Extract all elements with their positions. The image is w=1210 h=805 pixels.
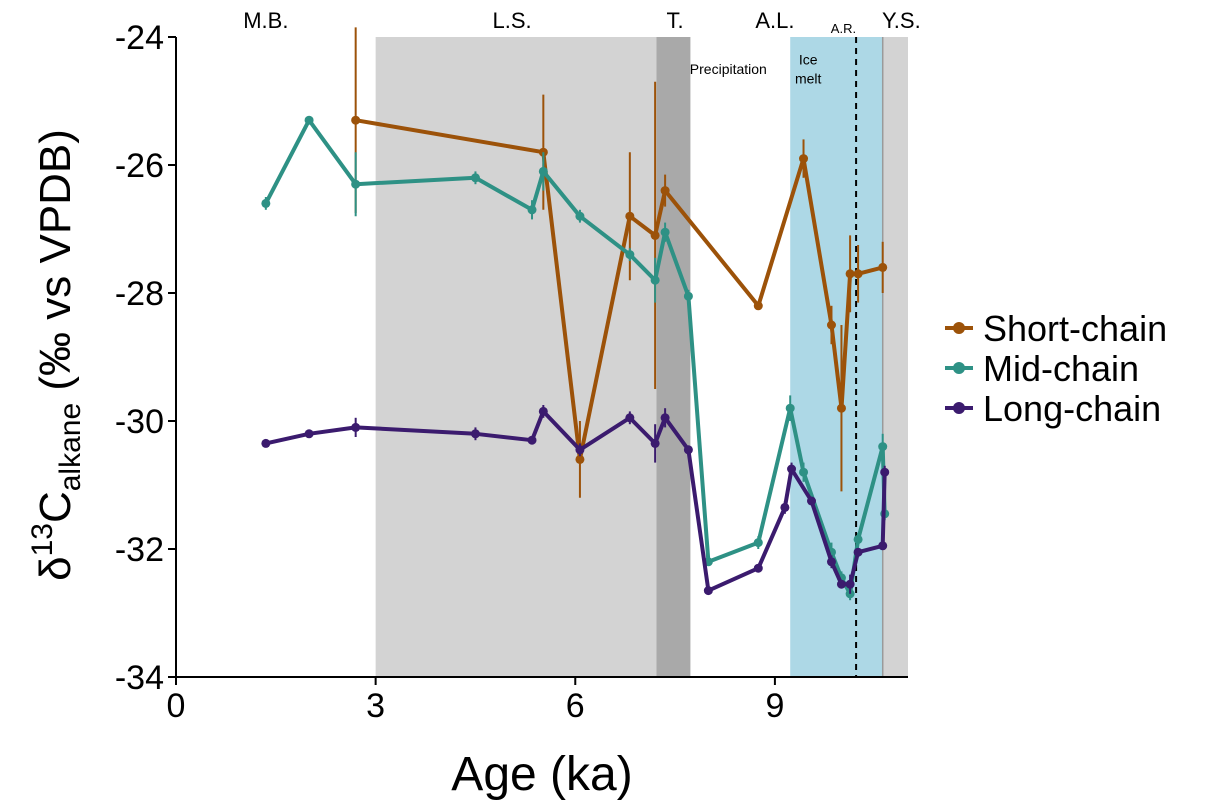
period-label: Y.S. <box>882 8 921 33</box>
legend-swatch-dot <box>953 402 965 414</box>
data-point <box>878 442 888 452</box>
x-tick-label: 6 <box>566 687 585 725</box>
data-point <box>625 250 635 260</box>
data-point <box>807 496 817 506</box>
y-axis-label-delta: δ <box>31 556 80 581</box>
period-label: L.S. <box>492 8 531 33</box>
data-point <box>660 227 670 237</box>
x-tick-label: 3 <box>366 687 385 725</box>
data-point <box>527 205 537 215</box>
data-point <box>538 166 548 176</box>
shaded-region <box>375 37 657 677</box>
data-point <box>683 445 693 455</box>
y-tick-label: -24 <box>115 19 164 57</box>
data-point <box>261 198 271 208</box>
y-axis-label-sub: alkane <box>54 403 87 491</box>
legend-swatch-dot <box>953 362 965 374</box>
y-tick-label: -34 <box>115 659 164 697</box>
data-point <box>575 211 585 221</box>
data-point <box>703 586 713 596</box>
legend-label: Short-chain <box>983 308 1167 349</box>
data-point <box>575 445 585 455</box>
data-point <box>878 541 888 551</box>
data-point <box>853 547 863 557</box>
data-point <box>527 435 537 445</box>
data-point <box>470 173 480 183</box>
x-tick-label: 0 <box>167 687 186 725</box>
legend-label: Long-chain <box>983 388 1161 429</box>
data-point <box>304 429 314 439</box>
data-point <box>261 438 271 448</box>
data-point <box>845 269 855 279</box>
data-point <box>538 406 548 416</box>
data-point <box>625 413 635 423</box>
y-axis-label-tail: (‰ vs VPDB) <box>31 129 80 403</box>
data-point <box>880 467 890 477</box>
data-point <box>785 403 795 413</box>
legend-item: Short-chain <box>945 308 1167 349</box>
annotation-label: Ice <box>799 51 818 67</box>
period-label: A.L. <box>755 8 794 33</box>
y-tick-label: -28 <box>115 275 164 313</box>
series-group <box>261 27 890 601</box>
data-point <box>753 563 763 573</box>
data-point <box>351 179 361 189</box>
data-point <box>470 429 480 439</box>
x-axis-label: Age (ka) <box>451 748 632 801</box>
shaded-regions <box>375 37 908 677</box>
data-point <box>683 291 693 301</box>
y-axis-label: δ13Calkane (‰ vs VPDB) <box>26 129 87 581</box>
legend-label: Mid-chain <box>983 348 1139 389</box>
period-label: A.R. <box>831 21 856 36</box>
data-point <box>799 154 809 164</box>
y-tick-label: -26 <box>115 147 164 185</box>
series-long-chain <box>261 405 890 596</box>
y-tick-label: -30 <box>115 403 164 441</box>
axes: -34 -32 -30 -28 -26 -24 0 3 6 9 <box>115 19 908 725</box>
data-point <box>660 186 670 196</box>
data-point <box>836 403 846 413</box>
data-point <box>853 534 863 544</box>
data-point <box>650 230 660 240</box>
annotation-label: Precipitation <box>690 61 767 77</box>
period-label: T. <box>667 8 684 33</box>
data-point <box>780 502 790 512</box>
data-point <box>650 275 660 285</box>
shaded-region <box>882 37 908 677</box>
y-axis-label-sup: 13 <box>26 523 59 556</box>
data-point <box>878 262 888 272</box>
data-point <box>660 413 670 423</box>
data-point <box>753 301 763 311</box>
data-point <box>826 557 836 567</box>
chart-texts: M.B. L.S. T. A.L. A.R. Y.S. Precipitation Ice me… <box>243 8 921 87</box>
data-point <box>753 538 763 548</box>
data-point <box>826 320 836 330</box>
series-short-chain <box>351 27 888 498</box>
data-point <box>351 115 361 125</box>
data-point <box>853 269 863 279</box>
data-point <box>304 115 314 125</box>
annotation-label: melt <box>795 71 822 87</box>
data-point <box>845 579 855 589</box>
period-label: M.B. <box>243 8 288 33</box>
data-point <box>650 438 660 448</box>
data-point <box>787 464 797 474</box>
data-point <box>836 579 846 589</box>
x-tick-label: 9 <box>765 687 784 725</box>
data-point <box>625 211 635 221</box>
data-point <box>799 467 809 477</box>
data-point <box>351 422 361 432</box>
shaded-region <box>656 37 691 677</box>
y-tick-label: -32 <box>115 531 164 569</box>
legend-item: Long-chain <box>945 388 1161 429</box>
legend-item: Mid-chain <box>945 348 1139 389</box>
y-axis-label-c: C <box>31 491 80 523</box>
data-point <box>575 454 585 464</box>
legend-swatch-dot <box>953 322 965 334</box>
